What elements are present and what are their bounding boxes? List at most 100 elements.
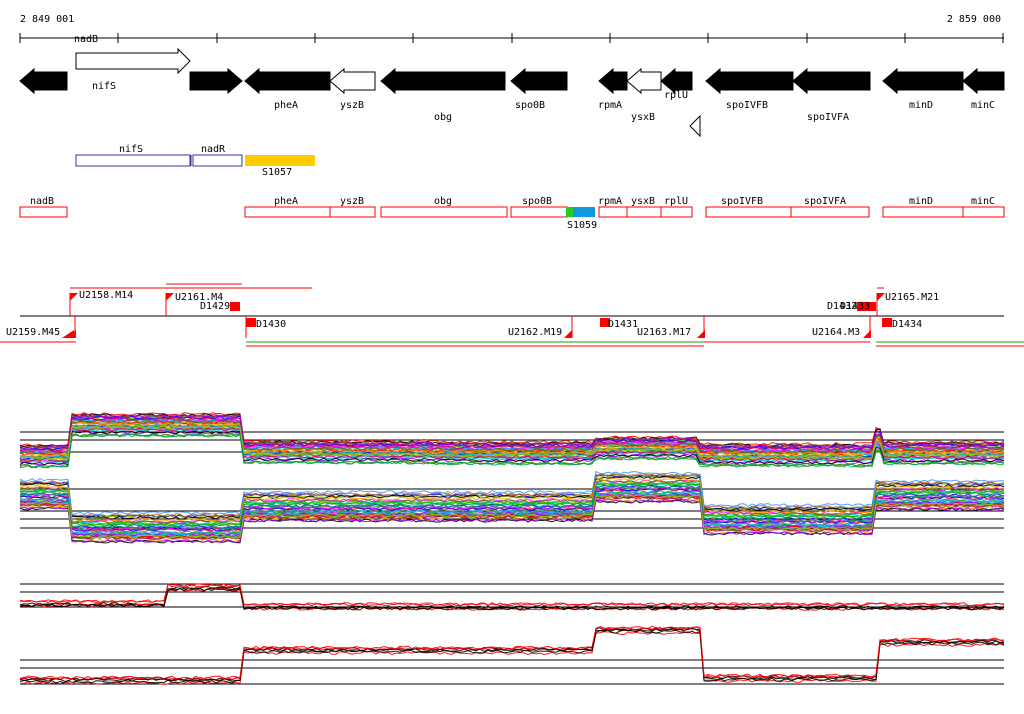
profile-line — [19, 499, 1005, 544]
red-box-label: minC — [971, 196, 995, 207]
gene-minC[interactable]: minC — [962, 67, 1005, 111]
red-outline-box[interactable] — [790, 206, 870, 218]
operon-box[interactable] — [75, 154, 191, 167]
gene-label: obg — [434, 112, 452, 123]
marker-D1430[interactable]: D1430 — [246, 318, 286, 330]
gene-arrow[interactable] — [189, 67, 243, 95]
red-box-spo0B[interactable]: spo0B — [510, 196, 568, 218]
red-box-nadB[interactable]: nadB — [19, 196, 68, 218]
d-marker-square[interactable] — [246, 318, 256, 327]
red-box-pheA[interactable]: pheA — [244, 196, 331, 218]
marker-D1432[interactable]: D1432 — [827, 301, 876, 312]
gene-arrow[interactable] — [75, 47, 191, 75]
operon-track[interactable]: nifS nadR S1057 — [75, 144, 315, 178]
d-marker-square[interactable] — [600, 318, 610, 327]
gene-rplU[interactable]: rplU — [660, 67, 693, 101]
gene-arrow[interactable] — [660, 67, 693, 95]
gene-obg[interactable]: obg — [380, 67, 506, 123]
red-outline-box[interactable] — [705, 206, 792, 218]
operon-nifS[interactable]: nifS — [75, 144, 191, 167]
gene-spoIVFA[interactable]: spoIVFA — [792, 67, 871, 123]
operon-box[interactable] — [192, 154, 243, 167]
red-box-minC[interactable]: minC — [962, 196, 1005, 218]
marker-track[interactable]: U2158.M14 U2161.M4 U2165.M21 U2159.M45 U2162… — [0, 283, 1024, 347]
red-box-label: rpmA — [598, 196, 622, 207]
gene-arrow[interactable] — [598, 67, 628, 95]
marker-U2161.M4[interactable]: U2161.M4 — [166, 292, 223, 303]
profile-line — [19, 416, 1005, 452]
s1059-green[interactable] — [566, 207, 573, 217]
red-box-minD[interactable]: minD — [882, 196, 964, 218]
red-box-spoIVFB[interactable]: spoIVFB — [705, 196, 792, 218]
marker-D1433[interactable]: D1433 — [840, 301, 870, 312]
feature-S1057[interactable]: S1057 — [245, 155, 315, 178]
gene-arrow[interactable] — [705, 67, 794, 95]
d-marker-square[interactable] — [230, 302, 240, 311]
red-outline-box[interactable] — [244, 206, 331, 218]
start-coordinate: 2 849 001 — [20, 14, 74, 25]
red-box-rpmA[interactable]: rpmA — [598, 196, 628, 218]
gene-track[interactable]: nadB nifS nadR pheA yszB obg spo0B rpmA ysxB rplU… — [19, 34, 1005, 138]
gene-nadR[interactable]: nadR — [189, 67, 243, 95]
gene-yszB[interactable]: yszB — [329, 67, 376, 111]
marker-U2165.M21[interactable]: U2165.M21 — [877, 292, 939, 303]
red-outline-box[interactable] — [660, 206, 693, 218]
gene-spoIVFB[interactable]: spoIVFB — [705, 67, 794, 111]
gene-minD[interactable]: minD — [882, 67, 964, 111]
marker-D1429[interactable]: D1429 — [200, 301, 240, 312]
yellow-feature-box[interactable] — [245, 155, 315, 166]
gene-arrow[interactable] — [19, 67, 68, 95]
red-outline-box[interactable] — [329, 206, 376, 218]
gene-arrow[interactable] — [510, 67, 568, 95]
gene-arrow[interactable] — [380, 67, 506, 95]
gene-spo0B[interactable]: spo0B — [510, 67, 568, 111]
red-outline-box[interactable] — [19, 206, 68, 218]
marker-U2164.M3[interactable]: U2164.M3 — [812, 327, 871, 338]
red-outline-box[interactable] — [380, 206, 508, 218]
red-box-spoIVFA[interactable]: spoIVFA — [790, 196, 870, 218]
marker-U2158.M14[interactable]: U2158.M14 — [70, 290, 133, 301]
gene-rpmA[interactable]: rpmA — [598, 67, 628, 111]
gene-pheA[interactable]: pheA — [244, 67, 331, 111]
operon-nadR[interactable]: nadR — [192, 144, 243, 167]
gene-nadB[interactable]: nadB — [19, 34, 98, 95]
gene-nifS[interactable]: nifS — [75, 47, 191, 92]
gene-arrow[interactable] — [792, 67, 871, 95]
feature-track[interactable]: nadB pheA yszB obg spo0B rpmA ysxB rplU spoIVFB s… — [19, 196, 1005, 231]
red-box-rplU[interactable]: rplU — [660, 196, 693, 218]
gene-arrow[interactable] — [882, 67, 964, 95]
gene-label: spoIVFB — [726, 100, 768, 111]
gene-arrow[interactable] — [962, 67, 1005, 95]
red-outline-box[interactable] — [882, 206, 964, 218]
flag-icon — [863, 330, 871, 338]
red-box-yszB[interactable]: yszB — [329, 196, 376, 218]
red-outline-box[interactable] — [626, 206, 662, 218]
red-outline-box[interactable] — [510, 206, 568, 218]
red-box-obg[interactable]: obg — [380, 196, 508, 218]
s1059-blue[interactable] — [573, 207, 595, 217]
d-marker-square[interactable] — [866, 302, 876, 311]
gene-arrow[interactable] — [626, 67, 662, 95]
gene-label: rplU — [664, 90, 688, 101]
red-box-label: spo0B — [522, 196, 552, 207]
red-box-ysxB[interactable]: ysxB — [626, 196, 662, 218]
gene-ysxB[interactable]: ysxB — [626, 67, 662, 123]
d-marker-label: D1432 — [827, 301, 857, 312]
marker-D1431[interactable]: D1431 — [600, 318, 638, 330]
red-outline-box[interactable] — [962, 206, 1005, 218]
feature-S1059[interactable]: S1059 — [566, 207, 597, 231]
marker-label: U2165.M21 — [885, 292, 939, 303]
d-marker-square[interactable] — [857, 302, 867, 311]
red-outline-box[interactable] — [598, 206, 628, 218]
marker-U2163.M17[interactable]: U2163.M17 — [637, 327, 705, 338]
marker-D1434[interactable]: D1434 — [882, 318, 922, 330]
gene-label: spoIVFA — [807, 112, 849, 123]
gene-arrow[interactable] — [329, 67, 376, 95]
d-marker-square[interactable] — [882, 318, 892, 327]
gene-arrow[interactable] — [244, 67, 331, 95]
red-box-label: spoIVFB — [721, 196, 763, 207]
profile-line — [19, 421, 1005, 457]
flag-icon — [62, 330, 74, 338]
marker-U2162.M19[interactable]: U2162.M19 — [508, 327, 572, 338]
